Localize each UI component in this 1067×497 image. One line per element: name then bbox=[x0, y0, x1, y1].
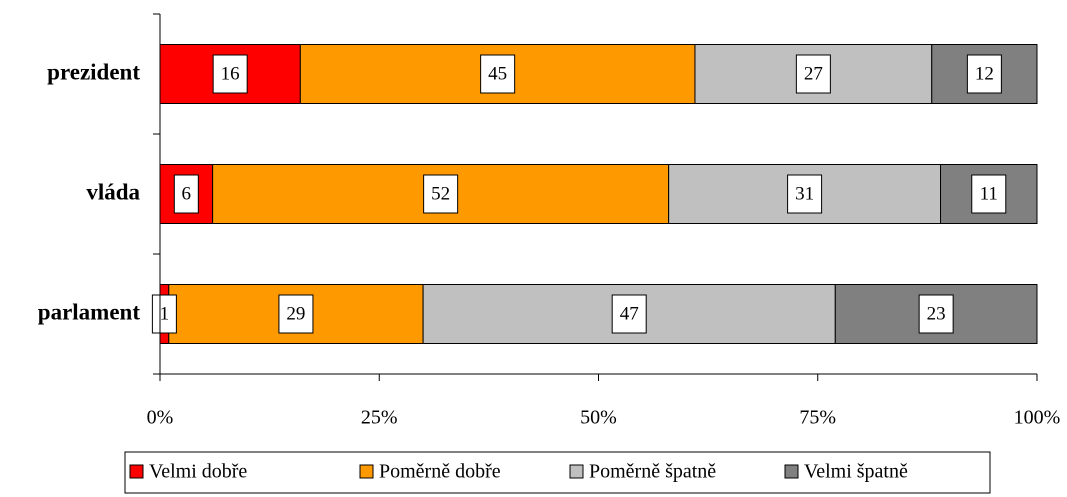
value-label-box bbox=[480, 54, 516, 94]
category-label: parlament bbox=[38, 299, 141, 324]
value-label-box bbox=[966, 54, 1002, 94]
value-label: 6 bbox=[182, 183, 192, 204]
value-label-box bbox=[971, 174, 1007, 214]
value-label: 16 bbox=[221, 63, 240, 84]
value-label: 47 bbox=[620, 303, 639, 324]
legend-box bbox=[124, 451, 991, 494]
value-label: 12 bbox=[975, 63, 994, 84]
value-label: 11 bbox=[980, 183, 998, 204]
bar-segment bbox=[834, 284, 1038, 344]
category-label: prezident bbox=[47, 59, 140, 84]
value-label-box bbox=[918, 294, 954, 334]
value-label: 23 bbox=[927, 303, 946, 324]
value-label: 27 bbox=[804, 63, 823, 84]
x-tick-label: 0% bbox=[147, 407, 174, 429]
value-label-box bbox=[173, 174, 199, 214]
value-label: 45 bbox=[488, 63, 507, 84]
legend-swatch bbox=[569, 464, 584, 479]
value-label-box bbox=[278, 294, 314, 334]
value-label: 29 bbox=[286, 303, 305, 324]
value-label-box bbox=[795, 54, 831, 94]
value-label-box bbox=[151, 294, 177, 334]
category-label: vláda bbox=[86, 179, 140, 204]
legend-label: Velmi dobře bbox=[149, 461, 247, 483]
value-label-box bbox=[787, 174, 823, 214]
value-label: 52 bbox=[431, 183, 450, 204]
legend-swatch bbox=[129, 464, 144, 479]
value-label-box bbox=[212, 54, 248, 94]
value-label: 31 bbox=[795, 183, 814, 204]
value-label-box bbox=[423, 174, 459, 214]
value-label-box bbox=[611, 294, 647, 334]
legend-label: Poměrně špatně bbox=[589, 461, 716, 483]
legend-swatch bbox=[784, 464, 799, 479]
value-label: 1 bbox=[160, 303, 170, 324]
x-tick-label: 25% bbox=[361, 407, 398, 429]
x-tick-label: 50% bbox=[580, 407, 617, 429]
x-tick-label: 100% bbox=[1014, 407, 1061, 429]
legend-label: Poměrně dobře bbox=[379, 461, 501, 483]
legend-swatch bbox=[359, 464, 374, 479]
legend-label: Velmi špatně bbox=[804, 461, 908, 483]
x-tick-label: 75% bbox=[799, 407, 836, 429]
